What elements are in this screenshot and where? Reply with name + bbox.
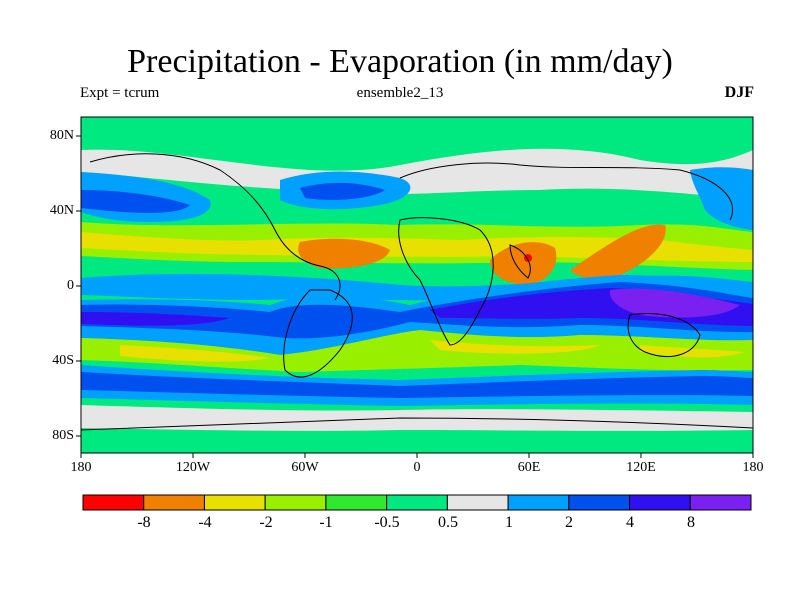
lon-label-120e: 120E: [626, 460, 656, 475]
colorbar-box-3: [264, 494, 327, 511]
colorbar-box-10: [689, 494, 752, 511]
map-title: Precipitation - Evaporation (in mm/day): [127, 43, 673, 80]
season-label: DJF: [724, 84, 754, 101]
coast-africa: [398, 217, 494, 346]
lat-label-40s: 40S: [52, 353, 74, 368]
lat-label-80s: 80S: [52, 428, 74, 443]
lon-label-180e: 180: [742, 460, 764, 475]
colorbar-box-9: [629, 494, 691, 511]
field-ssub-dry: [81, 330, 753, 372]
field-npac-east: [690, 167, 753, 230]
coast-india: [509, 244, 531, 279]
ensemble-label: ensemble2_13: [356, 85, 444, 101]
coast-south-america: [283, 289, 353, 378]
field-so: [81, 372, 753, 398]
colorbar-label-neg05: -0.5: [374, 514, 400, 531]
field-wpac-orange: [570, 224, 666, 279]
lat-label-80n: 80N: [49, 128, 74, 143]
colorbar-label-2: 2: [565, 514, 573, 531]
field-neutral-north: [81, 148, 753, 200]
coastlines: [80, 153, 754, 431]
lon-label-120w: 120W: [175, 460, 211, 475]
coast-north-america: [89, 153, 341, 301]
lat-label-40n: 40N: [49, 203, 74, 218]
experiment-label: Expt = tcrum: [80, 85, 160, 101]
coast-antarctica: [80, 417, 754, 431]
lon-label-180w: 180: [70, 460, 92, 475]
field-nsub-mid: [81, 232, 753, 262]
lon-label-0: 0: [413, 460, 421, 475]
lon-label-60w: 60W: [291, 460, 319, 475]
field-natl-orange: [298, 238, 390, 269]
colorbar: [82, 494, 752, 511]
colorbar-label-neg4: -4: [198, 514, 212, 531]
field-npac: [81, 190, 190, 213]
colorbar-label-neg8: -8: [137, 514, 151, 531]
field-arabia-orange: [490, 242, 557, 285]
lon-label-60e: 60E: [517, 460, 541, 475]
colorbar-box-6: [446, 494, 509, 511]
colorbar-box-1: [143, 494, 205, 511]
colorbar-box-0: [82, 494, 145, 511]
colorbar-box-4: [325, 494, 388, 511]
colorbar-label-4: 4: [626, 514, 634, 531]
colorbar-label-05: 0.5: [438, 514, 458, 531]
field-indonesia-max: [609, 288, 740, 318]
field-natl: [300, 182, 385, 200]
map-ticks: [76, 135, 754, 458]
colorbar-box-8: [568, 494, 631, 511]
lat-label-0: 0: [67, 278, 74, 293]
field-ssub-mid: [120, 340, 745, 362]
colorbar-box-5: [386, 494, 448, 511]
colorbar-box-2: [203, 494, 266, 511]
coast-eurasia: [399, 162, 733, 221]
colorbar-label-8: 8: [687, 514, 695, 531]
colorbar-label-1: 1: [505, 514, 513, 531]
colorbar-label-neg1: -1: [319, 514, 333, 531]
colorbar-box-7: [507, 494, 570, 511]
precip-field: [81, 117, 753, 453]
coast-australia: [627, 313, 701, 357]
field-sh-wet-strong: [81, 288, 753, 326]
colorbar-label-neg2: -2: [259, 514, 273, 531]
